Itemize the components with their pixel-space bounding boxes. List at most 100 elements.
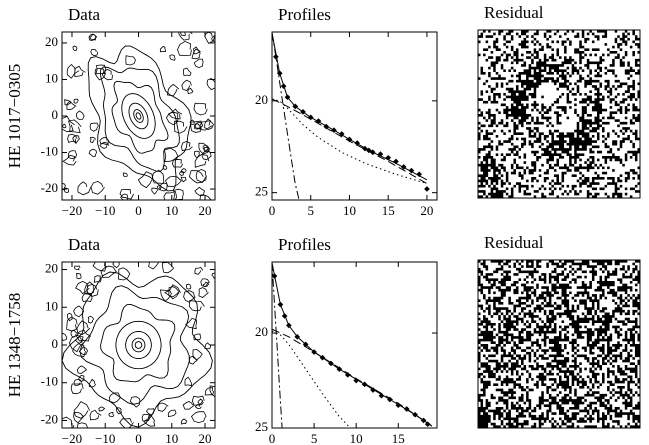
noise-contour [163,191,178,200]
noise-contour [117,267,131,281]
noise-contour [182,401,195,410]
residual-pixels [478,260,640,428]
x-tick-label: 5 [311,431,318,445]
plot-area [478,30,640,198]
frame [61,31,216,201]
noise-contour [191,48,201,60]
noise-contour [62,332,68,341]
x-tick-label: −20 [62,431,82,445]
noise-contour [62,182,66,191]
noise-contour [119,189,134,200]
panel-title: Residual [484,233,544,252]
noise-contour [178,32,193,41]
noise-contour [206,78,215,91]
noise-contour [62,123,67,129]
x-tick-label: 5 [307,203,314,218]
x-tick-label: −10 [95,431,115,445]
y-tick-label: 0 [52,107,59,122]
y-tick-label: 20 [255,92,268,107]
noise-contour [99,141,110,149]
noise-contour [89,33,97,41]
noise-contour [74,65,86,77]
noise-contour [171,158,184,168]
noise-contour [67,133,78,143]
noise-contour [67,150,78,160]
plot-area [272,262,433,428]
profile-line [272,32,300,200]
noise-contour [188,170,207,184]
frame [477,259,641,429]
contour [87,45,192,192]
y-tick-label: 10 [45,298,58,313]
profile-line [272,330,351,428]
noise-contour [202,281,210,287]
noise-contour [173,188,184,200]
noise-contour [184,376,193,387]
noise-contour [185,317,197,330]
y-tick-label: 25 [255,184,268,199]
noise-contour [93,275,102,283]
panel-title: Data [68,235,101,254]
noise-contour [68,334,84,353]
noise-contour [188,355,198,365]
noise-contour [70,383,84,395]
noise-contour [166,83,180,97]
y-tick-label: 10 [45,70,58,85]
row-label: HE 1348−1758 [5,293,24,398]
noise-contour [194,267,204,275]
contour [115,320,162,370]
noise-contour [204,118,215,130]
noise-contour [201,150,212,161]
noise-contour [88,148,98,158]
noise-contour [188,300,205,312]
x-tick-label: 10 [350,431,363,445]
noise-contour [209,385,215,398]
plot-area [478,260,640,428]
noise-contour [195,168,207,183]
noise-contour [62,154,77,166]
profile-line [272,32,428,181]
noise-contour [66,312,73,322]
noise-contour [122,172,128,178]
noise-contour [159,46,166,53]
noise-contour [109,392,122,404]
noise-contour [194,403,202,409]
x-tick-label: 15 [382,203,395,218]
x-tick-label: 10 [165,203,178,218]
noise-contour [194,154,210,168]
noise-contour [101,69,113,81]
noise-contour [160,289,173,302]
panel-title: Profiles [278,5,331,24]
contour [133,109,144,123]
row-label: HE 1017−0305 [5,64,24,169]
contour [131,337,146,353]
noise-contour [90,48,99,57]
noise-contour [198,287,209,298]
noise-contour [180,418,188,425]
noise-contour [151,169,165,184]
y-tick-label: 20 [255,324,268,339]
contour [100,66,180,172]
noise-contour [163,147,179,163]
noise-contour [89,122,99,132]
noise-contour [159,182,168,192]
y-tick-label: 20 [45,34,58,49]
x-tick-label: 0 [269,431,276,445]
noise-contour [193,121,203,130]
x-tick-label: 20 [199,203,212,218]
noise-contour [194,123,201,129]
profile-line [272,328,433,427]
contour [128,102,149,130]
noise-contour [194,150,200,159]
noise-contour [177,40,192,56]
noise-contour [162,164,168,170]
noise-contour [165,176,182,187]
noise-contour [148,262,159,270]
noise-contour [72,135,80,144]
plot-area [272,32,430,200]
contour [135,112,142,120]
noise-contour [62,115,75,133]
x-tick-label: 0 [269,203,276,218]
noise-contour [76,320,91,336]
